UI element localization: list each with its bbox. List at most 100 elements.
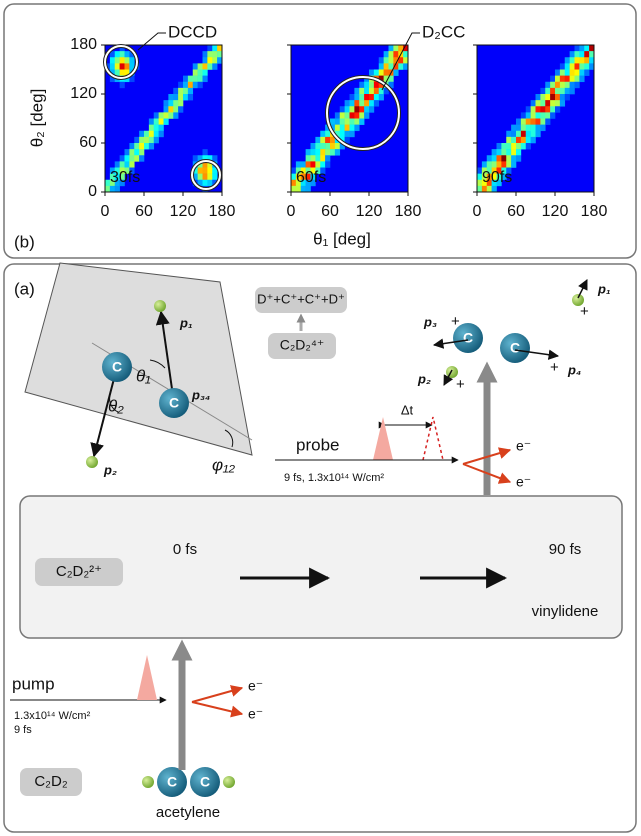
y-tick-label: 60 [79, 134, 97, 151]
heatmap-cell [183, 94, 188, 100]
heatmap-cell [359, 100, 364, 106]
heatmap-cell [139, 149, 144, 155]
heatmap-cell [320, 143, 325, 149]
x-tick-label: 60 [135, 203, 153, 220]
heatmap-cell [168, 112, 173, 118]
label: e⁻ [248, 706, 263, 722]
heatmap-cell [335, 119, 340, 125]
heatmap-cell [379, 57, 384, 63]
heatmap-cell [477, 186, 482, 192]
atom-label: C [169, 395, 179, 411]
heatmap-cell [584, 70, 589, 76]
heatmap-cell [149, 143, 154, 149]
arrow [192, 688, 242, 702]
heatmap-cell [565, 70, 570, 76]
heatmap-cell [354, 88, 359, 94]
heatmap-cell [374, 88, 379, 94]
heatmap-cell [511, 131, 516, 137]
heatmap-cell [540, 119, 545, 125]
charge: + [580, 303, 589, 320]
heatmap-cell [203, 168, 208, 174]
heatmap-cell [212, 63, 217, 69]
charge: + [456, 376, 465, 393]
heatmap-cell [531, 112, 536, 118]
heatmap-cell [570, 63, 575, 69]
heatmap-cell [531, 119, 536, 125]
heatmap-cell [492, 149, 497, 155]
heatmap-cell [570, 70, 575, 76]
heatmap-cell [144, 143, 149, 149]
heatmap-cell [350, 106, 355, 112]
heatmap-cell [345, 100, 350, 106]
heatmap-cell [173, 100, 178, 106]
heatmap-cell [511, 155, 516, 161]
heatmap-cell [212, 51, 217, 57]
heatmap-cell [545, 94, 550, 100]
heatmap-cell [584, 63, 589, 69]
heatmap-cell [359, 88, 364, 94]
heatmap-cell [335, 143, 340, 149]
heatmap-cell [575, 45, 580, 51]
heatmap-cell [311, 143, 316, 149]
pulse [137, 655, 157, 700]
heatmap-cell [203, 149, 208, 155]
heatmap-cell [207, 45, 212, 51]
heatmap-cell [154, 137, 159, 143]
heatmap-cell [320, 137, 325, 143]
label: θ₁ [136, 366, 151, 385]
heatmap-cell [115, 63, 120, 69]
heatmap-cell [384, 63, 389, 69]
heatmap-cell [212, 174, 217, 180]
deuterium-atom [142, 776, 154, 788]
label: p₂ [417, 371, 431, 386]
pulse [373, 417, 393, 460]
heatmap-cell [575, 70, 580, 76]
heatmap-cell [340, 131, 345, 137]
heatmap-cell [584, 57, 589, 63]
heatmap-cell [487, 186, 492, 192]
heatmap-cell [516, 137, 521, 143]
heatmap-cell [531, 100, 536, 106]
heatmap-cell [345, 119, 350, 125]
heatmap-cell [350, 131, 355, 137]
heatmap-cell [335, 125, 340, 131]
label: p₃₄ [191, 387, 210, 402]
heatmap-cell [115, 51, 120, 57]
heatmap-cell [173, 94, 178, 100]
heatmap-cell [178, 100, 183, 106]
heatmap-cell [550, 112, 555, 118]
heatmap-cell [570, 88, 575, 94]
heatmap-cell [340, 119, 345, 125]
heatmap-cell [149, 125, 154, 131]
heatmap-cell [521, 119, 526, 125]
heatmap-cell [487, 161, 492, 167]
heatmap-cell [531, 137, 536, 143]
heatmap-cell [149, 131, 154, 137]
heatmap-cell [511, 161, 516, 167]
heatmap-cell [575, 76, 580, 82]
label: C₂D₂²⁺ [56, 563, 102, 580]
x-tick-label: 60 [321, 203, 339, 220]
x-tick-label: 180 [581, 203, 608, 220]
heatmap-cell [120, 155, 125, 161]
heatmap-cell [550, 100, 555, 106]
heatmap-cell [555, 76, 560, 82]
heatmap-cell [540, 94, 545, 100]
label: Δt [401, 402, 414, 417]
x-tick-label: 0 [287, 203, 296, 220]
label: φ₁₂ [212, 455, 235, 474]
heatmap-cell [306, 155, 311, 161]
heatmap-cell [482, 161, 487, 167]
heatmap-cell [291, 186, 296, 192]
heatmap-cell [565, 57, 570, 63]
heatmap-cell [364, 88, 369, 94]
heatmap-cell [570, 76, 575, 82]
heatmap-cell [511, 149, 516, 155]
heatmap-cell [379, 63, 384, 69]
heatmap-cell [555, 100, 560, 106]
heatmap-cell [545, 82, 550, 88]
heatmap-cell [212, 57, 217, 63]
heatmap-cell [526, 143, 531, 149]
heatmap-cell [198, 168, 203, 174]
heatmap-cell [369, 70, 374, 76]
